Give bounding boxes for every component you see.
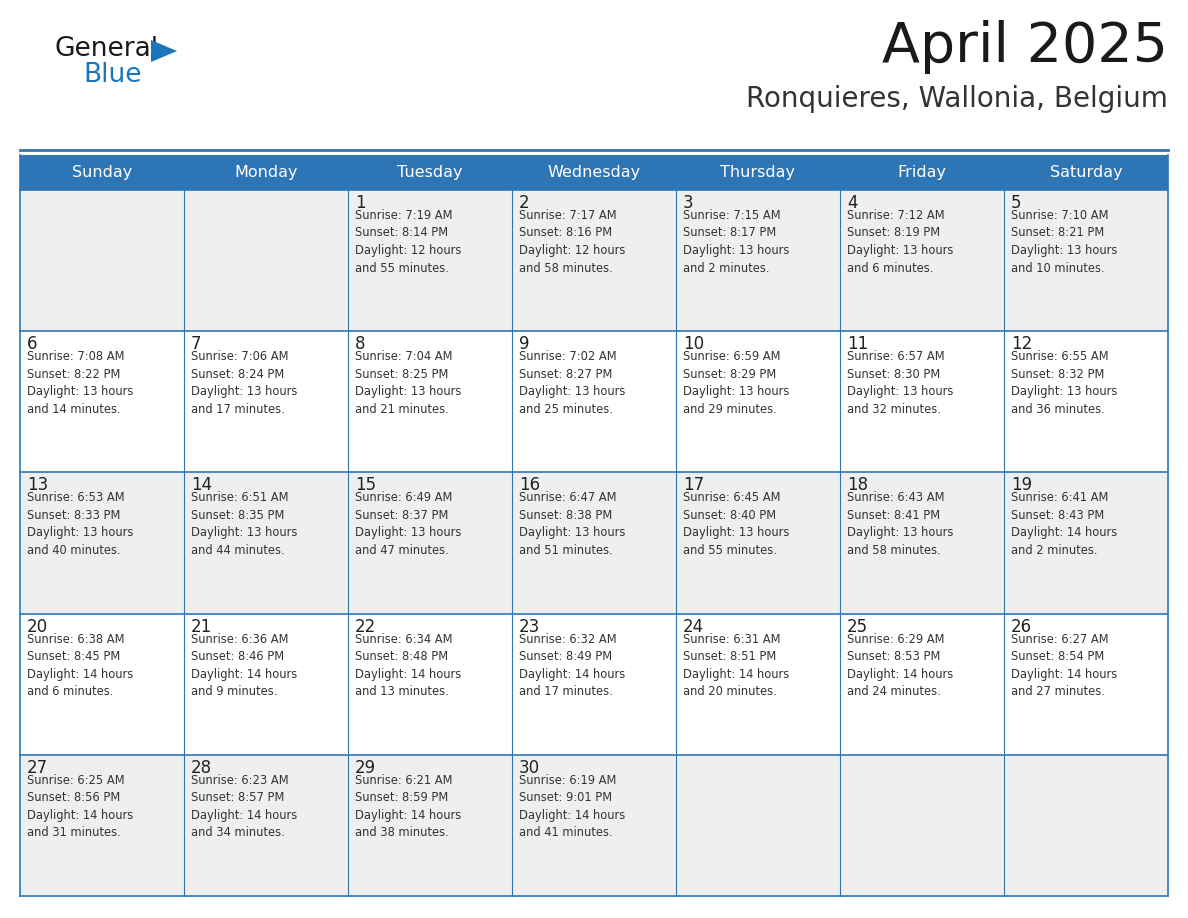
Text: Sunrise: 6:45 AM
Sunset: 8:40 PM
Daylight: 13 hours
and 55 minutes.: Sunrise: 6:45 AM Sunset: 8:40 PM Dayligh… bbox=[683, 491, 789, 557]
Text: 19: 19 bbox=[1011, 476, 1032, 495]
Text: Tuesday: Tuesday bbox=[397, 165, 463, 180]
Text: 25: 25 bbox=[847, 618, 868, 635]
Text: Sunrise: 6:47 AM
Sunset: 8:38 PM
Daylight: 13 hours
and 51 minutes.: Sunrise: 6:47 AM Sunset: 8:38 PM Dayligh… bbox=[519, 491, 625, 557]
Bar bbox=[20, 473, 1168, 613]
Text: Sunrise: 6:23 AM
Sunset: 8:57 PM
Daylight: 14 hours
and 34 minutes.: Sunrise: 6:23 AM Sunset: 8:57 PM Dayligh… bbox=[191, 774, 297, 839]
Text: 15: 15 bbox=[355, 476, 377, 495]
Text: Sunrise: 7:10 AM
Sunset: 8:21 PM
Daylight: 13 hours
and 10 minutes.: Sunrise: 7:10 AM Sunset: 8:21 PM Dayligh… bbox=[1011, 209, 1118, 274]
Text: 4: 4 bbox=[847, 194, 858, 212]
Bar bbox=[20, 155, 1168, 190]
Text: 27: 27 bbox=[27, 759, 49, 777]
Text: 1: 1 bbox=[355, 194, 366, 212]
Bar bbox=[20, 755, 1168, 896]
Text: 11: 11 bbox=[847, 335, 868, 353]
Text: 12: 12 bbox=[1011, 335, 1032, 353]
Text: April 2025: April 2025 bbox=[881, 20, 1168, 74]
Text: 13: 13 bbox=[27, 476, 49, 495]
Text: Wednesday: Wednesday bbox=[548, 165, 640, 180]
Text: Ronquieres, Wallonia, Belgium: Ronquieres, Wallonia, Belgium bbox=[746, 85, 1168, 113]
Text: 6: 6 bbox=[27, 335, 38, 353]
Text: Sunrise: 6:25 AM
Sunset: 8:56 PM
Daylight: 14 hours
and 31 minutes.: Sunrise: 6:25 AM Sunset: 8:56 PM Dayligh… bbox=[27, 774, 133, 839]
Text: 28: 28 bbox=[191, 759, 213, 777]
Text: Sunrise: 7:02 AM
Sunset: 8:27 PM
Daylight: 13 hours
and 25 minutes.: Sunrise: 7:02 AM Sunset: 8:27 PM Dayligh… bbox=[519, 350, 625, 416]
Text: Friday: Friday bbox=[897, 165, 947, 180]
Text: Sunrise: 6:57 AM
Sunset: 8:30 PM
Daylight: 13 hours
and 32 minutes.: Sunrise: 6:57 AM Sunset: 8:30 PM Dayligh… bbox=[847, 350, 954, 416]
Text: 9: 9 bbox=[519, 335, 530, 353]
Text: Sunrise: 6:31 AM
Sunset: 8:51 PM
Daylight: 14 hours
and 20 minutes.: Sunrise: 6:31 AM Sunset: 8:51 PM Dayligh… bbox=[683, 633, 789, 698]
Text: 3: 3 bbox=[683, 194, 694, 212]
Text: 8: 8 bbox=[355, 335, 366, 353]
Text: Sunrise: 6:32 AM
Sunset: 8:49 PM
Daylight: 14 hours
and 17 minutes.: Sunrise: 6:32 AM Sunset: 8:49 PM Dayligh… bbox=[519, 633, 625, 698]
Text: Sunrise: 7:06 AM
Sunset: 8:24 PM
Daylight: 13 hours
and 17 minutes.: Sunrise: 7:06 AM Sunset: 8:24 PM Dayligh… bbox=[191, 350, 297, 416]
Text: Monday: Monday bbox=[234, 165, 298, 180]
Text: 2: 2 bbox=[519, 194, 530, 212]
Bar bbox=[20, 613, 1168, 755]
Text: Sunrise: 7:08 AM
Sunset: 8:22 PM
Daylight: 13 hours
and 14 minutes.: Sunrise: 7:08 AM Sunset: 8:22 PM Dayligh… bbox=[27, 350, 133, 416]
Text: Sunrise: 6:36 AM
Sunset: 8:46 PM
Daylight: 14 hours
and 9 minutes.: Sunrise: 6:36 AM Sunset: 8:46 PM Dayligh… bbox=[191, 633, 297, 698]
Text: Sunrise: 6:29 AM
Sunset: 8:53 PM
Daylight: 14 hours
and 24 minutes.: Sunrise: 6:29 AM Sunset: 8:53 PM Dayligh… bbox=[847, 633, 953, 698]
Text: 17: 17 bbox=[683, 476, 704, 495]
Text: Sunrise: 7:19 AM
Sunset: 8:14 PM
Daylight: 12 hours
and 55 minutes.: Sunrise: 7:19 AM Sunset: 8:14 PM Dayligh… bbox=[355, 209, 461, 274]
Text: Sunrise: 6:34 AM
Sunset: 8:48 PM
Daylight: 14 hours
and 13 minutes.: Sunrise: 6:34 AM Sunset: 8:48 PM Dayligh… bbox=[355, 633, 461, 698]
Text: Thursday: Thursday bbox=[720, 165, 796, 180]
Bar bbox=[20, 331, 1168, 473]
Text: 21: 21 bbox=[191, 618, 213, 635]
Text: 7: 7 bbox=[191, 335, 202, 353]
Text: Sunrise: 6:51 AM
Sunset: 8:35 PM
Daylight: 13 hours
and 44 minutes.: Sunrise: 6:51 AM Sunset: 8:35 PM Dayligh… bbox=[191, 491, 297, 557]
Text: Sunrise: 6:55 AM
Sunset: 8:32 PM
Daylight: 13 hours
and 36 minutes.: Sunrise: 6:55 AM Sunset: 8:32 PM Dayligh… bbox=[1011, 350, 1118, 416]
Text: 16: 16 bbox=[519, 476, 541, 495]
Text: Sunrise: 6:59 AM
Sunset: 8:29 PM
Daylight: 13 hours
and 29 minutes.: Sunrise: 6:59 AM Sunset: 8:29 PM Dayligh… bbox=[683, 350, 789, 416]
Text: Sunday: Sunday bbox=[72, 165, 132, 180]
Text: Sunrise: 7:04 AM
Sunset: 8:25 PM
Daylight: 13 hours
and 21 minutes.: Sunrise: 7:04 AM Sunset: 8:25 PM Dayligh… bbox=[355, 350, 461, 416]
Text: Blue: Blue bbox=[83, 62, 141, 88]
Text: 10: 10 bbox=[683, 335, 704, 353]
Text: Sunrise: 6:43 AM
Sunset: 8:41 PM
Daylight: 13 hours
and 58 minutes.: Sunrise: 6:43 AM Sunset: 8:41 PM Dayligh… bbox=[847, 491, 954, 557]
Text: 30: 30 bbox=[519, 759, 541, 777]
Text: 23: 23 bbox=[519, 618, 541, 635]
Text: Sunrise: 7:17 AM
Sunset: 8:16 PM
Daylight: 12 hours
and 58 minutes.: Sunrise: 7:17 AM Sunset: 8:16 PM Dayligh… bbox=[519, 209, 625, 274]
Text: 14: 14 bbox=[191, 476, 213, 495]
Text: Sunrise: 6:27 AM
Sunset: 8:54 PM
Daylight: 14 hours
and 27 minutes.: Sunrise: 6:27 AM Sunset: 8:54 PM Dayligh… bbox=[1011, 633, 1117, 698]
Text: Sunrise: 7:15 AM
Sunset: 8:17 PM
Daylight: 13 hours
and 2 minutes.: Sunrise: 7:15 AM Sunset: 8:17 PM Dayligh… bbox=[683, 209, 789, 274]
Text: 20: 20 bbox=[27, 618, 49, 635]
Bar bbox=[20, 190, 1168, 331]
Text: 18: 18 bbox=[847, 476, 868, 495]
Text: Sunrise: 6:49 AM
Sunset: 8:37 PM
Daylight: 13 hours
and 47 minutes.: Sunrise: 6:49 AM Sunset: 8:37 PM Dayligh… bbox=[355, 491, 461, 557]
Text: 22: 22 bbox=[355, 618, 377, 635]
Text: Sunrise: 6:21 AM
Sunset: 8:59 PM
Daylight: 14 hours
and 38 minutes.: Sunrise: 6:21 AM Sunset: 8:59 PM Dayligh… bbox=[355, 774, 461, 839]
Polygon shape bbox=[151, 40, 177, 62]
Text: Saturday: Saturday bbox=[1050, 165, 1123, 180]
Text: Sunrise: 6:53 AM
Sunset: 8:33 PM
Daylight: 13 hours
and 40 minutes.: Sunrise: 6:53 AM Sunset: 8:33 PM Dayligh… bbox=[27, 491, 133, 557]
Text: 26: 26 bbox=[1011, 618, 1032, 635]
Text: Sunrise: 6:19 AM
Sunset: 9:01 PM
Daylight: 14 hours
and 41 minutes.: Sunrise: 6:19 AM Sunset: 9:01 PM Dayligh… bbox=[519, 774, 625, 839]
Text: General: General bbox=[55, 36, 159, 62]
Text: 29: 29 bbox=[355, 759, 377, 777]
Text: Sunrise: 6:41 AM
Sunset: 8:43 PM
Daylight: 14 hours
and 2 minutes.: Sunrise: 6:41 AM Sunset: 8:43 PM Dayligh… bbox=[1011, 491, 1117, 557]
Text: 24: 24 bbox=[683, 618, 704, 635]
Text: 5: 5 bbox=[1011, 194, 1022, 212]
Text: Sunrise: 6:38 AM
Sunset: 8:45 PM
Daylight: 14 hours
and 6 minutes.: Sunrise: 6:38 AM Sunset: 8:45 PM Dayligh… bbox=[27, 633, 133, 698]
Text: Sunrise: 7:12 AM
Sunset: 8:19 PM
Daylight: 13 hours
and 6 minutes.: Sunrise: 7:12 AM Sunset: 8:19 PM Dayligh… bbox=[847, 209, 954, 274]
